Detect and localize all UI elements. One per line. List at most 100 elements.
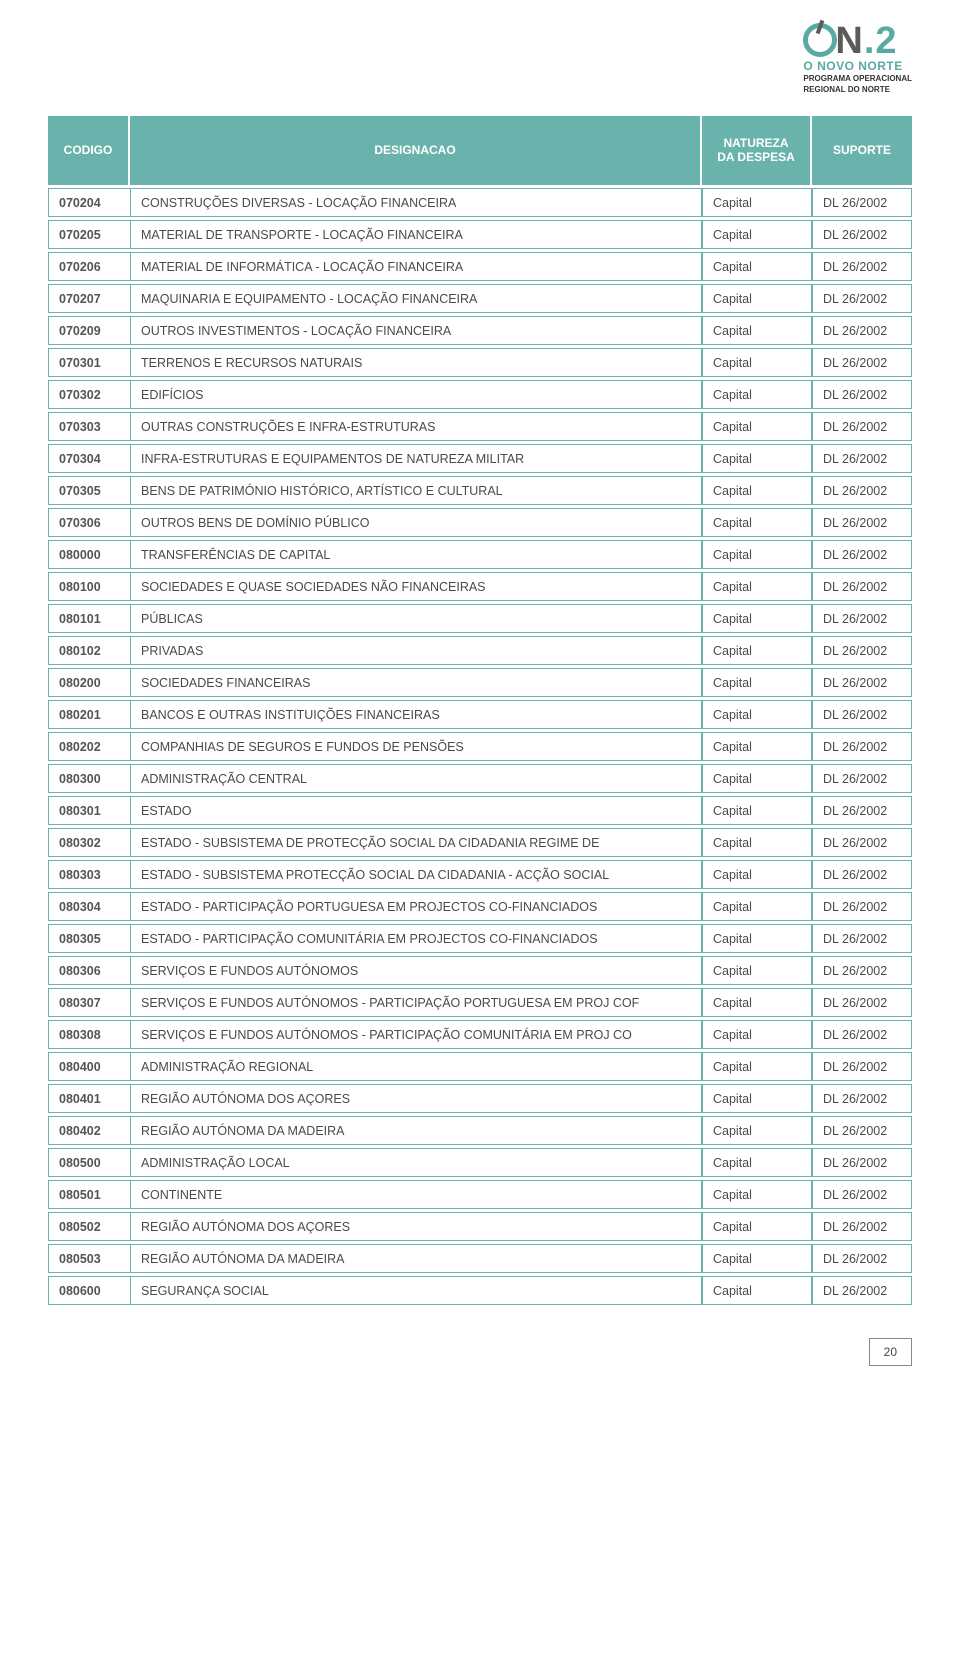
cell-suporte: DL 26/2002 <box>812 988 912 1017</box>
cell-codigo: 070303 <box>48 412 130 441</box>
cell-natureza: Capital <box>702 988 812 1017</box>
cell-codigo: 080101 <box>48 604 130 633</box>
table-row: 080600SEGURANÇA SOCIALCapitalDL 26/2002 <box>48 1276 912 1305</box>
cell-natureza: Capital <box>702 572 812 601</box>
cell-natureza: Capital <box>702 220 812 249</box>
table-row: 080501CONTINENTECapitalDL 26/2002 <box>48 1180 912 1209</box>
cell-natureza: Capital <box>702 860 812 889</box>
cell-suporte: DL 26/2002 <box>812 636 912 665</box>
cell-suporte: DL 26/2002 <box>812 668 912 697</box>
cell-codigo: 080401 <box>48 1084 130 1113</box>
cell-natureza: Capital <box>702 1116 812 1145</box>
cell-natureza: Capital <box>702 764 812 793</box>
cell-natureza: Capital <box>702 668 812 697</box>
table-row: 080301ESTADOCapitalDL 26/2002 <box>48 796 912 825</box>
cell-natureza: Capital <box>702 188 812 217</box>
cell-suporte: DL 26/2002 <box>812 1276 912 1305</box>
table-row: 070305BENS DE PATRIMÓNIO HISTÓRICO, ARTÍ… <box>48 476 912 505</box>
cell-designacao: MAQUINARIA E EQUIPAMENTO - LOCAÇÃO FINAN… <box>130 284 702 313</box>
cell-designacao: REGIÃO AUTÓNOMA DOS AÇORES <box>130 1212 702 1241</box>
table-row: 080402REGIÃO AUTÓNOMA DA MADEIRACapitalD… <box>48 1116 912 1145</box>
cell-suporte: DL 26/2002 <box>812 1052 912 1081</box>
cell-designacao: SERVIÇOS E FUNDOS AUTÓNOMOS - PARTICIPAÇ… <box>130 1020 702 1049</box>
cell-designacao: ESTADO - SUBSISTEMA DE PROTECÇÃO SOCIAL … <box>130 828 702 857</box>
cell-designacao: OUTROS BENS DE DOMÍNIO PÚBLICO <box>130 508 702 537</box>
cell-suporte: DL 26/2002 <box>812 1212 912 1241</box>
cell-designacao: SERVIÇOS E FUNDOS AUTÓNOMOS - PARTICIPAÇ… <box>130 988 702 1017</box>
cell-designacao: OUTROS INVESTIMENTOS - LOCAÇÃO FINANCEIR… <box>130 316 702 345</box>
cell-codigo: 080102 <box>48 636 130 665</box>
table-row: 080305ESTADO - PARTICIPAÇÃO COMUNITÁRIA … <box>48 924 912 953</box>
cell-designacao: COMPANHIAS DE SEGUROS E FUNDOS DE PENSÕE… <box>130 732 702 761</box>
col-codigo: CODIGO <box>48 116 130 185</box>
cell-natureza: Capital <box>702 1084 812 1113</box>
cell-suporte: DL 26/2002 <box>812 444 912 473</box>
cell-codigo: 080000 <box>48 540 130 569</box>
table-row: 080503REGIÃO AUTÓNOMA DA MADEIRACapitalD… <box>48 1244 912 1273</box>
table-row: 070306OUTROS BENS DE DOMÍNIO PÚBLICOCapi… <box>48 508 912 537</box>
cell-suporte: DL 26/2002 <box>812 572 912 601</box>
table-row: 070303OUTRAS CONSTRUÇÕES E INFRA-ESTRUTU… <box>48 412 912 441</box>
cell-codigo: 070305 <box>48 476 130 505</box>
cell-suporte: DL 26/2002 <box>812 700 912 729</box>
cell-codigo: 070302 <box>48 380 130 409</box>
cell-natureza: Capital <box>702 700 812 729</box>
cell-codigo: 070304 <box>48 444 130 473</box>
table-row: 080304ESTADO - PARTICIPAÇÃO PORTUGUESA E… <box>48 892 912 921</box>
cell-natureza: Capital <box>702 348 812 377</box>
cell-designacao: EDIFÍCIOS <box>130 380 702 409</box>
cell-codigo: 070204 <box>48 188 130 217</box>
cell-designacao: ESTADO <box>130 796 702 825</box>
cell-codigo: 080402 <box>48 1116 130 1145</box>
table-row: 080202COMPANHIAS DE SEGUROS E FUNDOS DE … <box>48 732 912 761</box>
cell-suporte: DL 26/2002 <box>812 1020 912 1049</box>
table-row: 080306SERVIÇOS E FUNDOS AUTÓNOMOSCapital… <box>48 956 912 985</box>
table-row: 070207MAQUINARIA E EQUIPAMENTO - LOCAÇÃO… <box>48 284 912 313</box>
table-row: 070301TERRENOS E RECURSOS NATURAISCapita… <box>48 348 912 377</box>
cell-natureza: Capital <box>702 380 812 409</box>
col-designacao: DESIGNACAO <box>130 116 702 185</box>
table-row: 080102PRIVADASCapitalDL 26/2002 <box>48 636 912 665</box>
cell-natureza: Capital <box>702 444 812 473</box>
cell-natureza: Capital <box>702 1020 812 1049</box>
cell-suporte: DL 26/2002 <box>812 508 912 537</box>
cell-suporte: DL 26/2002 <box>812 732 912 761</box>
table-row: 080308SERVIÇOS E FUNDOS AUTÓNOMOS - PART… <box>48 1020 912 1049</box>
cell-natureza: Capital <box>702 1212 812 1241</box>
cell-designacao: REGIÃO AUTÓNOMA DOS AÇORES <box>130 1084 702 1113</box>
cell-suporte: DL 26/2002 <box>812 1244 912 1273</box>
cell-suporte: DL 26/2002 <box>812 476 912 505</box>
table-row: 080101PÚBLICASCapitalDL 26/2002 <box>48 604 912 633</box>
cell-suporte: DL 26/2002 <box>812 348 912 377</box>
cell-suporte: DL 26/2002 <box>812 1084 912 1113</box>
cell-designacao: SEGURANÇA SOCIAL <box>130 1276 702 1305</box>
logo-subline1: PROGRAMA OPERACIONAL <box>803 75 912 84</box>
cell-suporte: DL 26/2002 <box>812 412 912 441</box>
cell-natureza: Capital <box>702 1244 812 1273</box>
cell-designacao: INFRA-ESTRUTURAS E EQUIPAMENTOS DE NATUR… <box>130 444 702 473</box>
cell-codigo: 080100 <box>48 572 130 601</box>
table-row: 080401REGIÃO AUTÓNOMA DOS AÇORESCapitalD… <box>48 1084 912 1113</box>
cell-designacao: MATERIAL DE INFORMÁTICA - LOCAÇÃO FINANC… <box>130 252 702 281</box>
col-natureza-l1: NATUREZA <box>723 136 788 150</box>
cell-designacao: BANCOS E OUTRAS INSTITUIÇÕES FINANCEIRAS <box>130 700 702 729</box>
logo-area: N.2 O NOVO NORTE PROGRAMA OPERACIONAL RE… <box>48 20 912 95</box>
cell-designacao: PÚBLICAS <box>130 604 702 633</box>
cell-designacao: ADMINISTRAÇÃO REGIONAL <box>130 1052 702 1081</box>
cell-natureza: Capital <box>702 828 812 857</box>
cell-natureza: Capital <box>702 316 812 345</box>
table-row: 080302ESTADO - SUBSISTEMA DE PROTECÇÃO S… <box>48 828 912 857</box>
cell-designacao: CONSTRUÇÕES DIVERSAS - LOCAÇÃO FINANCEIR… <box>130 188 702 217</box>
col-suporte: SUPORTE <box>812 116 912 185</box>
cell-designacao: ADMINISTRAÇÃO CENTRAL <box>130 764 702 793</box>
cell-codigo: 080308 <box>48 1020 130 1049</box>
col-natureza-l2: DA DESPESA <box>717 150 795 164</box>
logo: N.2 O NOVO NORTE PROGRAMA OPERACIONAL RE… <box>803 20 912 95</box>
table-row: 080300ADMINISTRAÇÃO CENTRALCapitalDL 26/… <box>48 764 912 793</box>
cell-codigo: 080202 <box>48 732 130 761</box>
cell-natureza: Capital <box>702 892 812 921</box>
cell-codigo: 080306 <box>48 956 130 985</box>
cell-designacao: SOCIEDADES FINANCEIRAS <box>130 668 702 697</box>
logo-prefix: N <box>835 20 863 62</box>
cell-codigo: 080400 <box>48 1052 130 1081</box>
